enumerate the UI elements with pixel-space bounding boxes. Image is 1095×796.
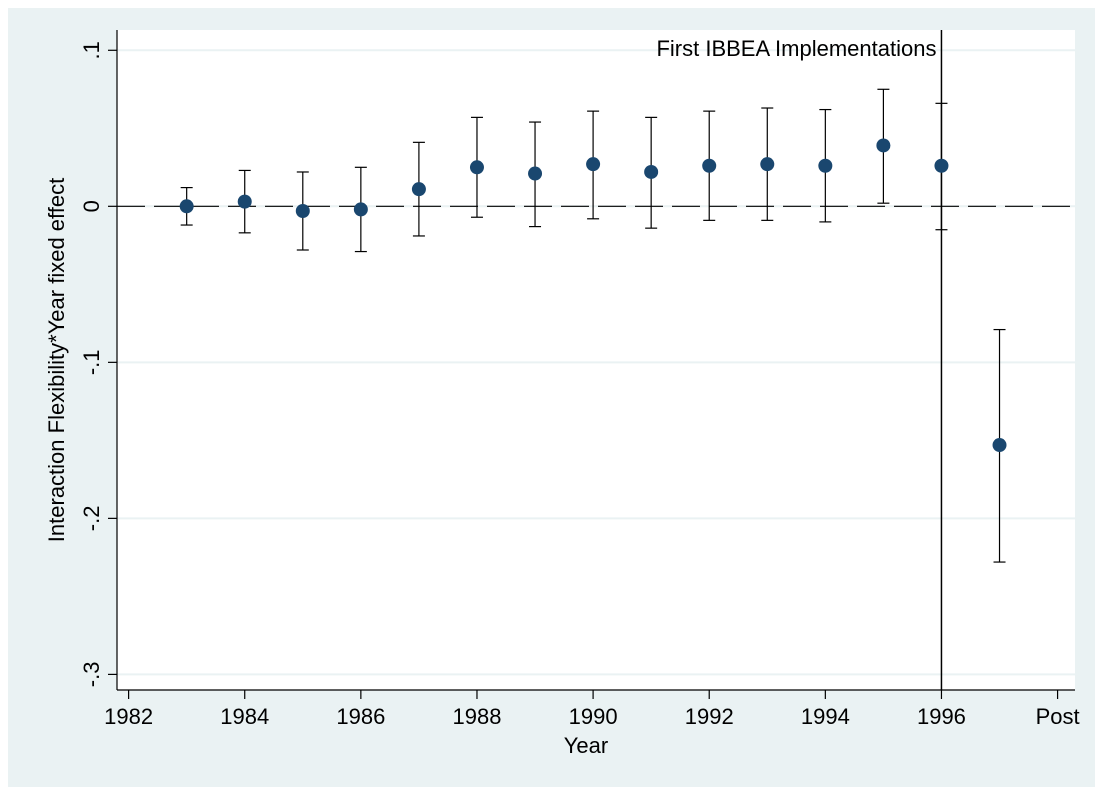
x-tick-label: Post (1036, 704, 1080, 729)
point (528, 166, 543, 181)
point (179, 199, 194, 214)
x-tick-label: 1992 (685, 704, 734, 729)
point (644, 164, 659, 179)
x-tick-label: 1988 (452, 704, 501, 729)
x-tick-label: 1986 (336, 704, 385, 729)
point (469, 160, 484, 175)
point (295, 203, 310, 218)
x-tick-label: 1996 (917, 704, 966, 729)
point (876, 138, 891, 153)
y-tick-label: -.3 (79, 662, 104, 688)
y-axis-label: Interaction Flexibility*Year fixed effec… (44, 178, 69, 542)
point (702, 158, 717, 173)
x-tick-label: 1994 (801, 704, 850, 729)
x-tick-label: 1990 (569, 704, 618, 729)
x-tick-label: 1984 (220, 704, 269, 729)
plot-area (117, 30, 1075, 690)
y-tick-label: 0 (79, 200, 104, 212)
x-tick-label: 1982 (104, 704, 153, 729)
x-axis-label: Year (564, 733, 608, 758)
annotation: First IBBEA Implementations (656, 36, 936, 61)
y-tick-label: .1 (79, 41, 104, 59)
point (353, 202, 368, 217)
point (934, 158, 949, 173)
point (818, 158, 833, 173)
point (760, 157, 775, 172)
y-tick-label: -.2 (79, 506, 104, 532)
y-tick-label: -.1 (79, 349, 104, 375)
point (237, 194, 252, 209)
point (586, 157, 601, 172)
point (411, 182, 426, 197)
point (992, 438, 1007, 453)
